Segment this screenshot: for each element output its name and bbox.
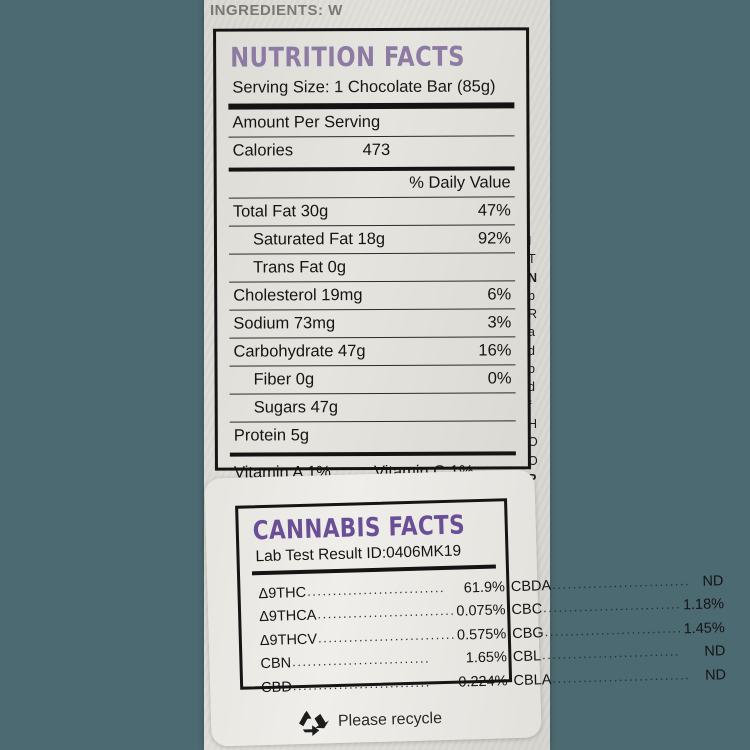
leader-dots: ........................... [544, 620, 683, 640]
nutrient-row: Carbohydrate 47g 16% [229, 337, 515, 365]
cannabinoid-value: 61.9% [463, 579, 506, 597]
nutrient-label: Cholesterol 19mg [233, 286, 363, 305]
nutrient-value: 92% [477, 229, 511, 248]
calories-label: Calories [232, 141, 294, 160]
cannabinoid-name: Δ9THCA [259, 608, 317, 626]
amount-per-serving-label: Amount Per Serving [232, 112, 381, 132]
cannabinoid-name: CBL [512, 648, 542, 666]
cannabinoid-value: 1.18% [682, 596, 725, 614]
nutrition-facts-panel: NUTRITION FACTS Serving Size: 1 Chocolat… [213, 27, 531, 516]
nutrient-label: Saturated Fat 18g [252, 229, 386, 249]
cannabinoid-name: CBN [260, 655, 292, 673]
leader-dots: ........................... [291, 650, 431, 670]
leader-dots: ........................... [292, 674, 431, 694]
nutrient-row: Protein 5g [230, 421, 516, 449]
daily-value-header: % Daily Value [409, 173, 511, 192]
cannabinoid-name: CBLA [513, 671, 552, 690]
nutrient-value: 6% [487, 285, 512, 304]
cannabinoid-name: CBD [260, 679, 293, 697]
leader-dots: ........................... [317, 626, 457, 646]
recycle-icon [296, 707, 331, 738]
cannabinoid-value: 0.224% [458, 673, 508, 691]
nutrient-value: 0% [487, 369, 512, 388]
nutrient-label: Protein 5g [233, 426, 310, 445]
nutrient-label: Sugars 47g [253, 398, 339, 417]
nutrient-label: Total Fat 30g [232, 202, 329, 221]
cannabinoid-value: 1.45% [683, 620, 725, 638]
cannabinoid-name: CBC [511, 601, 543, 619]
cannabinoid-right-column: CBDA ........................... ND CBC … [511, 570, 727, 693]
nutrition-facts-title: NUTRITION FACTS [230, 41, 466, 74]
cannabis-facts-box: CANNABIS FACTS Lab Test Result ID:0406MK… [235, 498, 726, 696]
nutrient-label: Carbohydrate 47g [233, 342, 366, 361]
package-side-text-column: ITNbRa dbdfHO OPE [528, 234, 538, 482]
cannabis-facts-title: CANNABIS FACTS [252, 510, 466, 547]
nutrient-value: 3% [487, 313, 512, 332]
serving-size-text: Serving Size: 1 Chocolate Bar (85g) [232, 77, 496, 97]
cannabinoid-columns: Δ9THC ........................... 61.9% … [252, 573, 726, 701]
leader-dots: ........................... [542, 596, 682, 616]
cannabinoid-value: ND [704, 643, 726, 661]
nutrient-row: Trans Fat 0g [229, 253, 515, 281]
nutrient-row: Sodium 73mg 3% [229, 309, 515, 337]
cannabinoid-name: Δ9THC [258, 584, 307, 603]
nutrient-label: Sodium 73mg [233, 314, 336, 333]
leader-dots: ........................... [317, 603, 456, 623]
nutrient-row: Sugars 47g [230, 393, 516, 421]
cannabinoid-value: ND [702, 573, 724, 590]
nutrient-value: 16% [478, 341, 512, 360]
nutrient-label: Fiber 0g [253, 370, 315, 389]
calories-value: 473 [362, 140, 391, 160]
cannabinoid-name: Δ9THCV [259, 631, 318, 650]
package-top-cropped-text: INGREDIENTS: W [210, 2, 343, 18]
cannabinoid-value: 0.075% [456, 602, 506, 621]
cannabinoid-name: CBG [512, 625, 544, 643]
cannabinoid-value: 0.575% [456, 626, 507, 644]
leader-dots: ........................... [552, 667, 691, 686]
leader-dots: ........................... [551, 573, 691, 592]
cannabinoid-left-column: Δ9THC ........................... 61.9% … [258, 576, 508, 700]
nutrient-row: Fiber 0g 0% [230, 365, 516, 393]
cannabinoid-line: CBLA ........................... ND [513, 664, 726, 693]
cannabis-divider [251, 564, 496, 576]
lab-test-result-id: Lab Test Result ID:0406MK19 [255, 542, 462, 566]
nutrient-row: Saturated Fat 18g 92% [229, 225, 515, 253]
leader-dots: ........................... [541, 643, 681, 663]
recycle-text: Please recycle [337, 709, 443, 730]
nutrient-label: Trans Fat 0g [253, 258, 347, 277]
nutrient-value: 47% [477, 201, 511, 220]
cannabinoid-value: ND [704, 667, 727, 684]
calories-row: Calories 473 [229, 136, 515, 164]
cannabinoid-line: CBD ........................... 0.224% [261, 670, 508, 700]
nutrient-row: Cholesterol 19mg 6% [229, 281, 515, 309]
nutrient-row: Total Fat 30g 47% [229, 197, 515, 225]
cannabinoid-name: CBDA [510, 578, 552, 596]
cannabinoid-value: 1.65% [465, 649, 508, 667]
leader-dots: ........................... [306, 579, 446, 599]
recycle-footer: Please recycle [296, 704, 443, 738]
amount-per-serving-row: Amount Per Serving [228, 108, 514, 136]
